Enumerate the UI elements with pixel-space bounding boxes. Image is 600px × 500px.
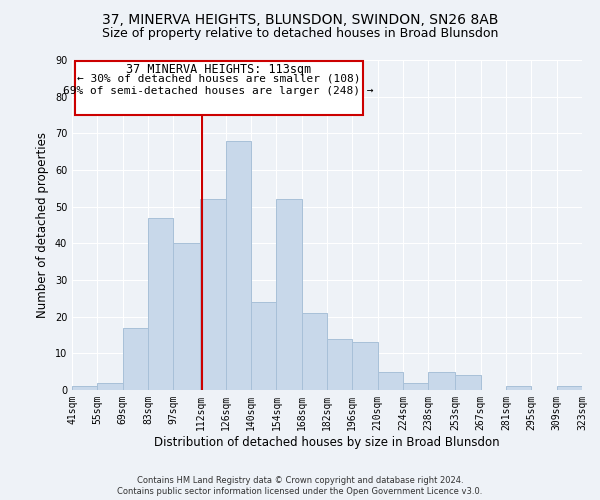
- Bar: [251, 302, 277, 390]
- Bar: [97, 382, 122, 390]
- Text: 69% of semi-detached houses are larger (248) →: 69% of semi-detached houses are larger (…: [64, 86, 374, 96]
- Bar: [148, 218, 173, 390]
- Bar: [455, 376, 481, 390]
- Bar: [377, 372, 403, 390]
- X-axis label: Distribution of detached houses by size in Broad Blunsdon: Distribution of detached houses by size …: [154, 436, 500, 448]
- Bar: [403, 382, 428, 390]
- Y-axis label: Number of detached properties: Number of detached properties: [36, 132, 49, 318]
- Bar: [226, 140, 251, 390]
- Bar: [72, 386, 97, 390]
- Text: Contains public sector information licensed under the Open Government Licence v3: Contains public sector information licen…: [118, 488, 482, 496]
- Text: 37, MINERVA HEIGHTS, BLUNSDON, SWINDON, SN26 8AB: 37, MINERVA HEIGHTS, BLUNSDON, SWINDON, …: [102, 12, 498, 26]
- Bar: [506, 386, 532, 390]
- FancyBboxPatch shape: [74, 60, 362, 115]
- Bar: [302, 313, 327, 390]
- Text: ← 30% of detached houses are smaller (108): ← 30% of detached houses are smaller (10…: [77, 74, 361, 84]
- Bar: [200, 200, 226, 390]
- Bar: [557, 386, 582, 390]
- Text: Contains HM Land Registry data © Crown copyright and database right 2024.: Contains HM Land Registry data © Crown c…: [137, 476, 463, 485]
- Text: Size of property relative to detached houses in Broad Blunsdon: Size of property relative to detached ho…: [102, 28, 498, 40]
- Text: 37 MINERVA HEIGHTS: 113sqm: 37 MINERVA HEIGHTS: 113sqm: [126, 62, 311, 76]
- Bar: [173, 244, 200, 390]
- Bar: [327, 338, 352, 390]
- Bar: [277, 200, 302, 390]
- Bar: [428, 372, 455, 390]
- Bar: [352, 342, 377, 390]
- Bar: [122, 328, 148, 390]
